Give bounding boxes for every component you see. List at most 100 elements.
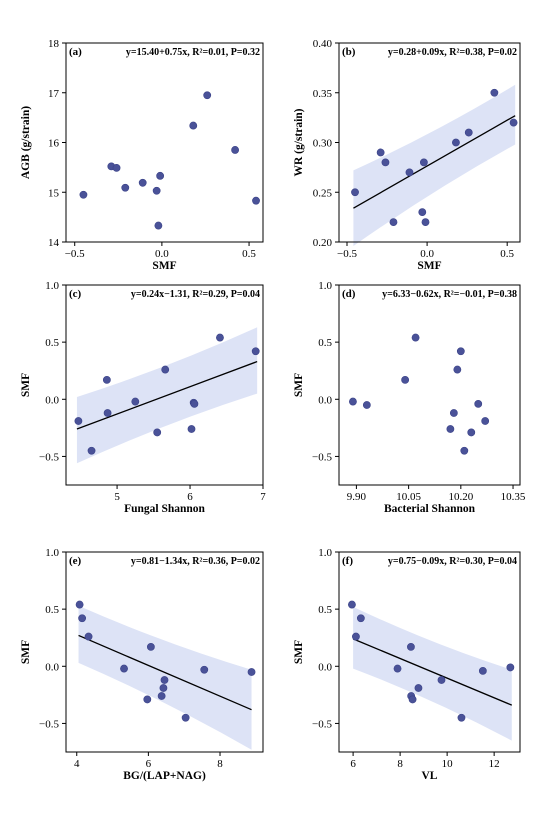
y-tick-label: −0.5 — [39, 451, 59, 463]
data-point — [138, 178, 147, 187]
data-point — [401, 375, 410, 384]
data-point — [421, 218, 430, 226]
data-point — [200, 665, 209, 674]
regression-equation: y=0.24x−1.31, R²=0.29, P=0.04 — [131, 289, 260, 300]
data-point — [460, 446, 469, 455]
data-point — [381, 158, 390, 167]
regression-line — [352, 638, 513, 706]
y-tick-label: 0.25 — [313, 187, 333, 199]
data-point — [203, 91, 212, 100]
data-point — [446, 425, 455, 433]
data-point — [437, 676, 446, 684]
x-tick-label: 6 — [187, 491, 193, 503]
y-tick-label: 16 — [48, 138, 60, 150]
regression-equation: y=15.40+0.75x, R²=0.01, P=0.32 — [126, 47, 260, 58]
regression-equation: y=6.33−0.62x, R²=−0.01, P=0.38 — [382, 289, 517, 300]
data-point — [408, 695, 417, 704]
data-point — [143, 695, 152, 704]
y-tick-label: 14 — [48, 237, 60, 249]
data-point — [121, 183, 130, 192]
x-tick-label: 4 — [74, 758, 80, 770]
y-axis-label: AGB (g/strain) — [20, 106, 32, 179]
y-tick-label: 0.0 — [45, 394, 59, 406]
panel-label: (b) — [342, 46, 356, 58]
y-tick-label: 1.0 — [318, 280, 332, 292]
y-tick-label: 0.30 — [313, 138, 333, 150]
data-point — [131, 397, 140, 406]
y-tick-label: 0.0 — [318, 394, 332, 406]
y-tick-label: 0.5 — [45, 337, 59, 349]
plot-frame — [338, 551, 521, 753]
y-tick-label: 18 — [48, 38, 60, 50]
data-point — [157, 692, 166, 700]
x-axis-label: Bacterial Shannon — [384, 503, 476, 515]
data-point — [419, 158, 428, 167]
x-tick-label: 10.05 — [396, 491, 421, 503]
x-tick-label: 5 — [114, 491, 120, 503]
y-axis-label: SMF — [20, 640, 32, 664]
x-tick-label: 0.0 — [155, 248, 169, 260]
chart-panel-5: 6 8 10 12 −0.5 0.0 0.5 1.0 VL SMF (f) y=0.75−0.09x,… — [293, 547, 521, 782]
x-tick-label: 7 — [260, 491, 266, 503]
x-tick-label: 12 — [489, 758, 500, 770]
data-point — [187, 425, 196, 433]
x-tick-label: 10.20 — [448, 491, 473, 503]
data-point — [190, 399, 199, 408]
data-point — [351, 188, 359, 197]
data-point — [74, 417, 83, 425]
data-point — [152, 186, 161, 195]
regression-line — [76, 360, 258, 430]
y-tick-label: 0.5 — [318, 337, 332, 349]
data-point — [161, 365, 170, 374]
data-point — [252, 196, 260, 205]
data-point — [103, 409, 112, 417]
regression-line — [353, 115, 516, 209]
x-axis-label: SMF — [152, 260, 176, 272]
y-tick-label: 0.5 — [318, 604, 332, 616]
data-point — [159, 684, 168, 692]
chart-panel-4: 4 6 8 −0.5 0.0 0.5 1.0 BG/(LAP+NAG) SMF (e) y=0.81… — [20, 547, 264, 782]
data-point — [474, 399, 483, 408]
panel-label: (c) — [69, 288, 82, 300]
data-point — [449, 409, 458, 417]
data-point — [453, 365, 462, 374]
x-axis-label: Fungal Shannon — [124, 503, 205, 515]
x-tick-label: 8 — [217, 758, 223, 770]
regression-equation: y=0.81−1.34x, R²=0.36, P=0.02 — [131, 556, 260, 567]
y-tick-label: 0.40 — [313, 38, 333, 50]
data-point — [112, 163, 121, 172]
data-point — [467, 428, 476, 437]
data-point — [231, 146, 240, 154]
regression-equation: y=0.28+0.09x, R²=0.38, P=0.02 — [388, 47, 517, 58]
y-tick-label: 1.0 — [45, 280, 59, 292]
y-tick-label: 0.0 — [318, 661, 332, 673]
x-axis-label: SMF — [417, 260, 441, 272]
data-point — [247, 668, 256, 676]
data-point — [481, 417, 490, 425]
regression-line — [78, 634, 252, 711]
data-point — [78, 614, 87, 623]
y-tick-label: −0.5 — [312, 451, 332, 463]
data-point — [506, 663, 515, 672]
y-tick-label: 15 — [48, 187, 60, 199]
data-point — [154, 221, 163, 230]
chart-panel-2: 5 6 7 −0.5 0.0 0.5 1.0 Fungal Shannon SMF (c) y=0.… — [20, 280, 266, 515]
data-point — [478, 666, 487, 675]
y-axis-label: SMF — [293, 640, 305, 664]
y-axis-label: WR (g/strain) — [293, 108, 305, 176]
data-point — [456, 347, 465, 356]
data-point — [464, 128, 473, 137]
panel-label: (f) — [342, 555, 353, 567]
data-point — [407, 642, 415, 651]
chart-panel-3: 9.90 10.05 10.20 10.35 −0.5 0.0 0.5 1.0 Bacteria… — [293, 280, 526, 515]
chart-panel-1: −0.5 0.0 0.5 0.20 0.25 0.30 0.35 0.40 SMF WR (g/s… — [293, 38, 521, 272]
plot-frame — [338, 284, 521, 486]
data-point — [393, 664, 402, 673]
data-point — [79, 190, 88, 199]
data-point — [251, 347, 260, 356]
panel-label: (a) — [69, 46, 82, 58]
y-tick-label: 17 — [48, 88, 60, 100]
plot-frame — [65, 551, 264, 753]
y-axis-label: SMF — [20, 373, 32, 397]
